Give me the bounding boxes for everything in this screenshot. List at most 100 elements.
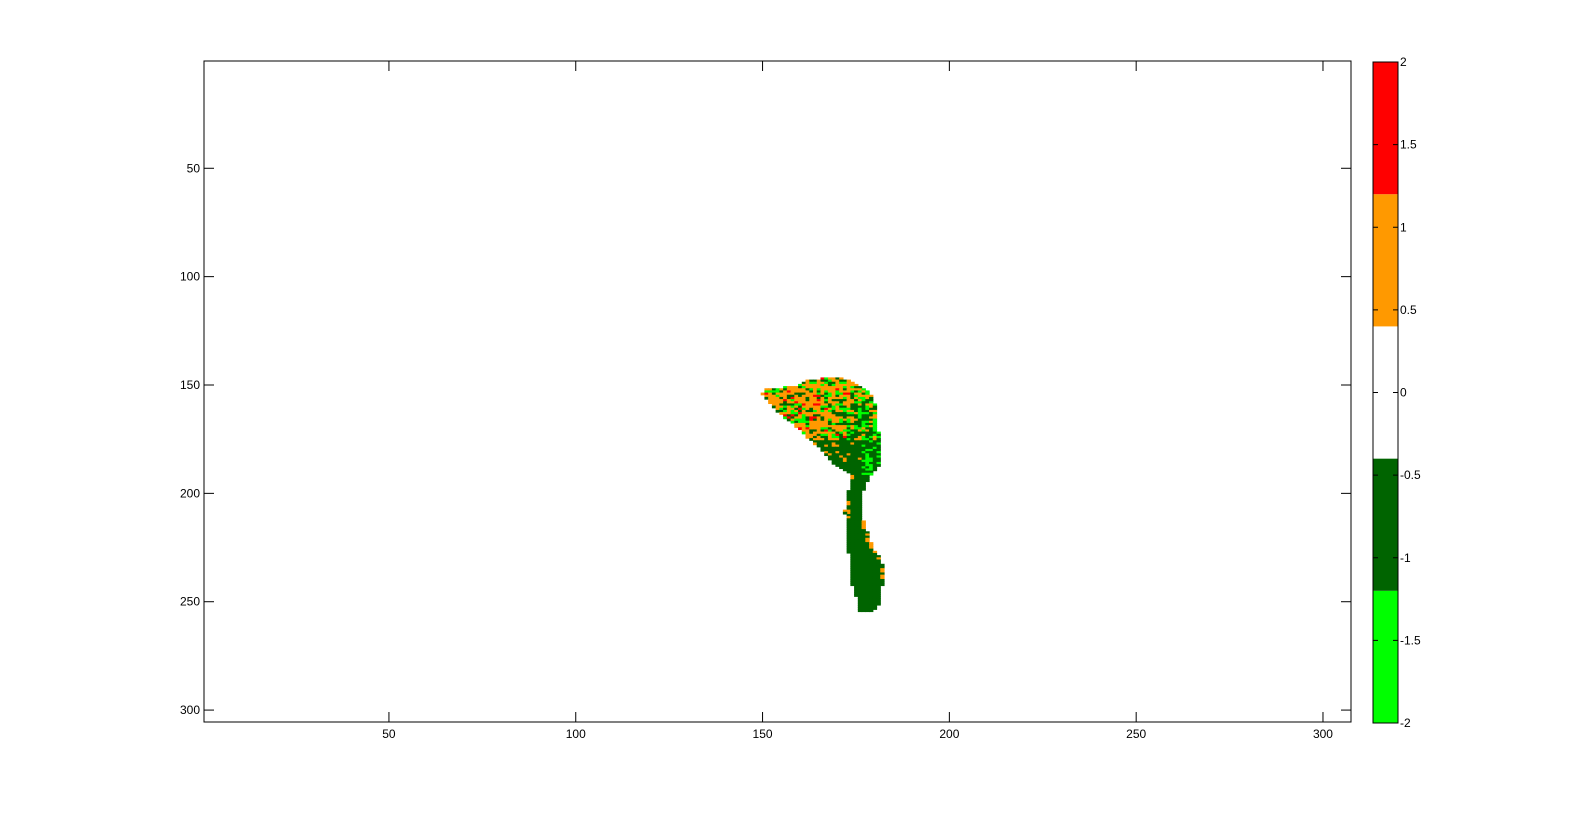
heatmap-cell: [842, 422, 848, 426]
heatmap-cell: [839, 414, 844, 418]
heatmap-cell: [865, 609, 870, 613]
heatmap-cell: [861, 464, 866, 467]
heatmap-cell: [869, 429, 874, 433]
heatmap-cell: [816, 438, 822, 441]
heatmap-cell: [857, 526, 863, 530]
heatmap-cell: [827, 446, 833, 450]
heatmap-cell: [783, 390, 788, 394]
heatmap-cell: [831, 377, 837, 381]
heatmap-cell: [801, 416, 807, 420]
heatmap-cell: [794, 418, 799, 422]
heatmap-cell: [869, 591, 874, 595]
heatmap-cell: [850, 396, 855, 400]
heatmap-cell: [857, 409, 863, 413]
heatmap-cell: [824, 390, 829, 394]
heatmap-cell: [857, 487, 863, 491]
heatmap-cell: [850, 464, 855, 467]
heatmap-cell: [846, 383, 851, 387]
heatmap-cell: [869, 431, 874, 435]
heatmap-cell: [865, 533, 870, 537]
heatmap-cell: [857, 583, 863, 587]
heatmap-cell: [812, 390, 818, 394]
heatmap-cell: [857, 483, 863, 487]
heatmap-cell: [839, 455, 844, 459]
heatmap-cell: [786, 414, 792, 418]
heatmap-cell: [865, 561, 870, 565]
heatmap-cell: [839, 379, 844, 383]
heatmap-cell: [850, 409, 855, 413]
heatmap-cell: [816, 414, 822, 418]
heatmap-cell: [857, 420, 863, 424]
heatmap-cell: [816, 416, 822, 420]
heatmap-cell: [831, 399, 837, 402]
heatmap-cell: [809, 429, 814, 433]
heatmap-cell: [827, 392, 833, 396]
heatmap-cell: [827, 407, 833, 411]
heatmap-cell: [869, 568, 874, 571]
heatmap-cell: [869, 546, 874, 550]
heatmap-cell: [846, 414, 851, 418]
heatmap-cell: [790, 386, 795, 389]
heatmap-cell: [865, 418, 870, 422]
heatmap-cell: [801, 405, 807, 409]
heatmap-cell: [865, 581, 870, 584]
heatmap-cell: [798, 403, 803, 407]
heatmap-cell: [798, 418, 803, 422]
colorbar-tick-label: 2: [1400, 55, 1407, 69]
heatmap-cell: [857, 600, 863, 604]
heatmap-cell: [839, 451, 844, 454]
heatmap-cell: [783, 401, 788, 405]
heatmap-cell: [850, 483, 855, 487]
heatmap-cell: [839, 390, 844, 394]
heatmap-cell: [850, 470, 855, 474]
heatmap-cell: [805, 431, 810, 435]
heatmap-cell: [794, 392, 799, 396]
heatmap-cell: [857, 520, 863, 524]
heatmap-cell: [854, 405, 859, 409]
heatmap-cell: [809, 420, 814, 424]
heatmap-cell: [820, 418, 825, 422]
heatmap-cell: [857, 524, 863, 528]
heatmap-cell: [831, 425, 837, 428]
heatmap-cell: [861, 414, 866, 418]
heatmap-cell: [865, 472, 870, 476]
heatmap-cell: [857, 394, 863, 398]
heatmap-cell: [861, 487, 866, 491]
heatmap-cell: [835, 390, 840, 394]
heatmap-cell: [775, 394, 780, 398]
heatmap-cell: [831, 457, 837, 461]
heatmap-cell: [801, 390, 807, 394]
heatmap-cell: [865, 470, 870, 474]
heatmap-cell: [812, 394, 818, 398]
heatmap-cell: [794, 420, 799, 424]
heatmap-cell: [854, 451, 859, 454]
heatmap-cell: [831, 409, 837, 413]
heatmap-cell: [824, 396, 829, 400]
heatmap-cell: [779, 399, 784, 402]
heatmap-cell: [816, 388, 822, 392]
heatmap-cell: [865, 598, 870, 602]
heatmap-cell: [854, 409, 859, 413]
heatmap-cell: [835, 435, 840, 439]
heatmap-cell: [854, 505, 859, 509]
heatmap-cell: [827, 457, 833, 461]
heatmap-cell: [854, 555, 859, 558]
heatmap-cell: [865, 403, 870, 407]
heatmap-cell: [831, 412, 837, 415]
heatmap-cell: [786, 407, 792, 411]
heatmap-cell: [861, 485, 866, 489]
heatmap-cell: [827, 405, 833, 409]
heatmap-cell: [857, 509, 863, 513]
heatmap-cell: [850, 578, 855, 582]
heatmap-cell: [790, 399, 795, 402]
heatmap-cell: [857, 544, 863, 548]
heatmap-cell: [854, 453, 859, 457]
heatmap-cell: [872, 557, 878, 561]
heatmap-cell: [861, 531, 866, 535]
heatmap-cell: [854, 464, 859, 467]
heatmap-cell: [861, 587, 866, 591]
heatmap-cell: [839, 422, 844, 426]
heatmap-cell: [854, 435, 859, 439]
heatmap-cell: [812, 383, 818, 387]
heatmap-cell: [850, 570, 855, 574]
